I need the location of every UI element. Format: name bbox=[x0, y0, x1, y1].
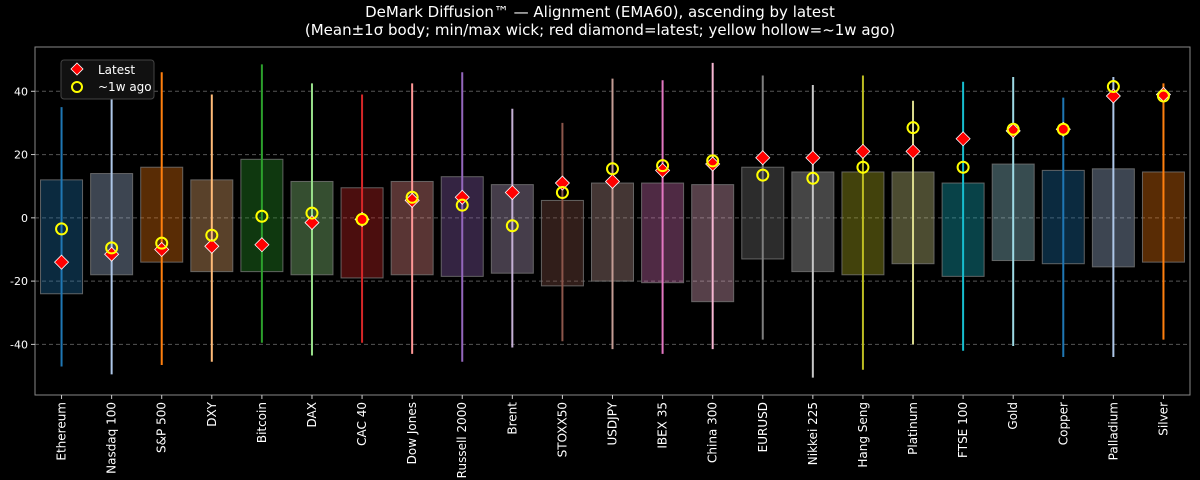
latest-marker bbox=[254, 237, 270, 253]
week-ago-marker bbox=[55, 222, 69, 236]
y-tick-label: -40 bbox=[10, 338, 28, 351]
y-tick-label: 0 bbox=[21, 212, 28, 225]
week-ago-marker bbox=[255, 209, 269, 223]
week-ago-marker bbox=[1056, 122, 1070, 136]
week-ago-marker bbox=[405, 190, 419, 204]
week-ago-marker bbox=[1156, 89, 1170, 103]
legend-latest-label: Latest bbox=[98, 63, 135, 77]
latest-marker bbox=[805, 150, 821, 166]
y-axis: -40 -20 0 20 40 bbox=[10, 85, 35, 351]
x-tick-label: Brent bbox=[505, 402, 519, 435]
x-tick-label: STOXX50 bbox=[555, 402, 569, 457]
week-ago-marker bbox=[656, 159, 670, 173]
latest-marker bbox=[955, 131, 971, 147]
latest-marker bbox=[504, 184, 520, 201]
y-tick-label: 20 bbox=[14, 149, 28, 162]
x-tick-label: Silver bbox=[1156, 402, 1170, 436]
latest-marker bbox=[855, 143, 871, 159]
x-tick-label: Ethereum bbox=[55, 402, 69, 461]
latest-marker bbox=[304, 215, 320, 231]
week-ago-marker bbox=[1106, 80, 1120, 94]
latest-marker bbox=[53, 254, 70, 270]
x-axis: Ethereum Nasdaq 100 S&P 500 DXY Bitcoin DAX CA… bbox=[55, 395, 1170, 478]
x-tick-label: EURUSD bbox=[756, 402, 770, 452]
x-tick-label: USDJPY bbox=[606, 401, 620, 445]
week-ago-marker bbox=[606, 162, 619, 176]
x-tick-label: FTSE 100 bbox=[956, 402, 970, 458]
x-tick-label: Dow Jones bbox=[405, 402, 419, 464]
x-tick-label: S&P 500 bbox=[155, 402, 169, 453]
week-ago-marker bbox=[806, 171, 820, 185]
x-tick-label: Nikkei 225 bbox=[806, 402, 820, 465]
x-tick-label: IBEX 35 bbox=[656, 402, 670, 449]
week-ago-marker bbox=[205, 228, 219, 242]
legend-week-ago-label: ~1w ago bbox=[98, 80, 152, 94]
week-ago-marker bbox=[305, 206, 319, 220]
latest-marker bbox=[454, 189, 470, 205]
x-tick-label: CAC 40 bbox=[355, 402, 369, 446]
x-tick-label: Copper bbox=[1056, 402, 1070, 445]
latest-marker bbox=[905, 143, 921, 159]
legend: Latest ~1w ago bbox=[60, 59, 155, 100]
y-tick-label: -20 bbox=[10, 275, 28, 288]
legend-week-ago-marker bbox=[71, 81, 83, 93]
latest-marker bbox=[204, 238, 220, 254]
latest-marker bbox=[755, 150, 771, 166]
latest-marker bbox=[554, 175, 570, 191]
week-ago-marker bbox=[355, 212, 369, 226]
week-ago-marker bbox=[906, 121, 920, 135]
week-ago-marker bbox=[505, 219, 519, 233]
week-ago-marker bbox=[956, 160, 970, 174]
week-ago-marker bbox=[455, 198, 469, 212]
week-ago-marker bbox=[856, 160, 870, 174]
x-tick-label: Russell 2000 bbox=[455, 402, 469, 478]
x-tick-label: Hang Seng bbox=[856, 402, 870, 468]
x-tick-label: DXY bbox=[205, 401, 219, 426]
week-ago-marker bbox=[706, 154, 720, 168]
x-tick-label: Bitcoin bbox=[255, 402, 269, 443]
x-tick-label: DAX bbox=[305, 402, 319, 427]
x-tick-label: Nasdaq 100 bbox=[105, 402, 119, 474]
week-ago-marker bbox=[756, 168, 770, 182]
x-tick-label: Gold bbox=[1006, 402, 1020, 430]
legend-latest-marker bbox=[70, 62, 84, 76]
latest-marker bbox=[604, 173, 621, 190]
legend-box bbox=[60, 59, 155, 100]
latest-marker bbox=[1105, 88, 1121, 104]
week-ago-marker bbox=[155, 236, 169, 250]
week-ago-marker bbox=[1006, 122, 1020, 136]
x-tick-label: Palladium bbox=[1106, 402, 1120, 460]
y-tick-label: 40 bbox=[14, 85, 28, 98]
x-tick-label: Platinum bbox=[906, 402, 920, 455]
week-ago-marker bbox=[105, 241, 119, 255]
x-tick-label: China 300 bbox=[706, 402, 720, 463]
chart-title: DeMark Diffusion™ — Alignment (EMA60), a… bbox=[365, 3, 835, 21]
week-ago-marker bbox=[555, 186, 569, 200]
series bbox=[40, 62, 1185, 378]
chart-subtitle: (Mean±1σ body; min/max wick; red diamond… bbox=[304, 21, 896, 39]
